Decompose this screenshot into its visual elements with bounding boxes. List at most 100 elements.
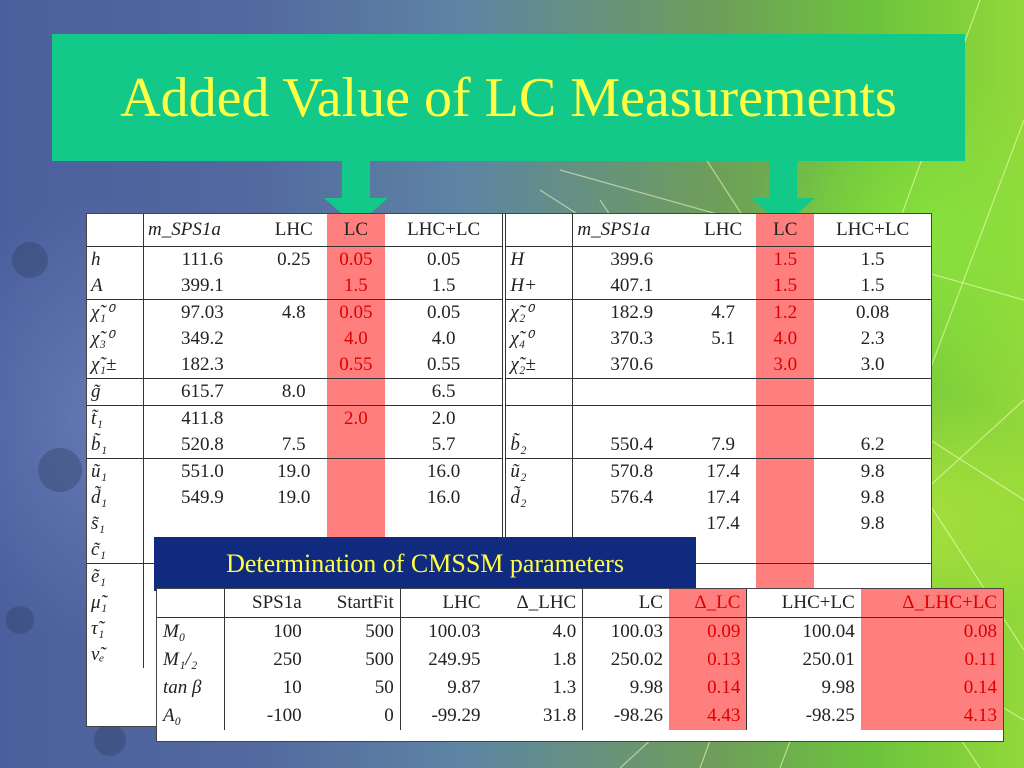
table-cell: 250 xyxy=(224,646,308,674)
table-cell xyxy=(142,511,261,537)
table-cell: 9.8 xyxy=(860,513,885,534)
table-cell: 549.9 xyxy=(142,485,261,511)
table-cell xyxy=(814,378,931,406)
table-cell xyxy=(690,273,756,300)
parameter-label: tan β xyxy=(163,677,202,698)
table-cell: 4.0 xyxy=(431,328,456,349)
table-cell: 349.2 xyxy=(142,326,261,352)
particle-label: χ̃₃⁰ xyxy=(91,328,114,349)
particle-label: s̃₁ xyxy=(91,513,105,534)
particle-label: μ̃₁ xyxy=(91,592,108,613)
table-cell: 2.0 xyxy=(384,405,505,432)
table-row: M₁/₂ 250 500 249.95 1.8 250.02 0.13 250.01 0.11 xyxy=(157,646,1003,674)
table-cell: 9.98 xyxy=(746,674,861,702)
particle-label: χ̃₁⁰ xyxy=(87,299,144,326)
column-header: LHC xyxy=(274,219,313,240)
table-cell: 3.0 xyxy=(860,354,885,375)
table-cell: 407.1 xyxy=(572,273,691,300)
table-cell xyxy=(756,485,815,511)
table-cell: 249.95 xyxy=(399,646,487,674)
table-cell: 97.03 xyxy=(142,299,261,326)
table-row: χ̃₁⁰ 97.03 4.8 0.05 0.05 χ̃₂⁰ 182.9 4.7 1.2 0.08 xyxy=(87,299,931,326)
table-cell xyxy=(572,511,691,537)
table-cell: 7.5 xyxy=(281,434,306,455)
table-cell xyxy=(326,485,385,511)
table-header-row: SPS1a StartFit LHC Δ_LHC LC Δ_LC LHC+LC … xyxy=(157,589,1003,618)
particle-label: c̃₁ xyxy=(91,539,107,560)
particle-label: H+ xyxy=(502,273,573,300)
table-cell: 16.0 xyxy=(384,458,505,485)
table-cell xyxy=(690,405,757,432)
table-cell: 500 xyxy=(365,649,394,670)
table-cell: 2.0 xyxy=(326,405,385,432)
table-cell xyxy=(756,563,815,590)
table-row: ũ₁ 551.0 19.0 16.0 ũ₂ 570.8 17.4 9.8 xyxy=(87,458,931,485)
arrow-down-icon xyxy=(751,160,815,226)
table-cell xyxy=(261,273,327,300)
table-cell: 0.14 xyxy=(860,674,1003,702)
table-row: s̃₁ 17.4 9.8 xyxy=(87,511,931,537)
table-cell: 1.5 xyxy=(326,273,385,300)
table-cell: 17.4 xyxy=(690,458,757,485)
particle-label: ũ₁ xyxy=(87,458,144,485)
table-cell: 0.11 xyxy=(860,646,1003,674)
table-row: g̃ 615.7 8.0 6.5 xyxy=(87,378,931,406)
table-cell: 8.0 xyxy=(260,378,327,406)
table-cell: 0.05 xyxy=(384,299,505,326)
table-cell: 6.5 xyxy=(384,378,505,406)
table-cell: 100.04 xyxy=(746,617,861,646)
table-cell: 111.6 xyxy=(142,246,261,273)
table-cell: 1.5 xyxy=(431,275,456,296)
table-cell: 1.3 xyxy=(552,677,577,698)
parameter-label: M₀ xyxy=(157,617,225,646)
table-cell xyxy=(572,405,691,432)
table-cell: -98.26 xyxy=(582,702,669,730)
table-cell: 1.5 xyxy=(860,275,885,296)
table-cell: 5.7 xyxy=(431,434,456,455)
table-cell: 250.01 xyxy=(746,646,861,674)
particle-label: ẽ₁ xyxy=(87,563,144,590)
table-row: M₀ 100 500 100.03 4.0 100.03 0.09 100.04 0.08 xyxy=(157,617,1003,646)
column-header: Δ_LC xyxy=(668,589,747,618)
table-cell: 370.6 xyxy=(572,352,691,379)
particle-label: ν̃ₑ xyxy=(91,644,105,665)
table-row: A 399.1 1.5 1.5 H+ 407.1 1.5 1.5 xyxy=(87,273,931,300)
table-cell: 9.98 xyxy=(582,674,669,702)
particle-label: τ̃₁ xyxy=(91,618,105,639)
table-cell: 0.55 xyxy=(326,352,385,379)
table-row: A₀ -100 0 -99.29 31.8 -98.26 4.43 -98.25 4.13 xyxy=(157,702,1003,730)
column-header: m_SPS1a xyxy=(142,214,261,247)
title-box: Added Value of LC Measurements xyxy=(52,34,965,161)
table-cell: 100 xyxy=(224,617,308,646)
table-cell xyxy=(690,352,756,379)
table-row: χ̃₁± 182.3 0.55 0.55 χ̃₂± 370.6 3.0 3.0 xyxy=(87,352,931,379)
table-row: d̃₁ 549.9 19.0 16.0 d̃₂ 576.4 17.4 9.8 xyxy=(87,485,931,511)
table-cell: 0.09 xyxy=(668,617,747,646)
table-cell: 0.05 xyxy=(326,299,385,326)
table-cell: 520.8 xyxy=(142,432,261,459)
table-cell: 370.3 xyxy=(572,326,691,352)
particle-label xyxy=(502,511,573,537)
table-cell xyxy=(756,537,815,564)
table-cell xyxy=(690,563,757,590)
column-header: LC xyxy=(756,214,815,247)
caption-box: Determination of CMSSM parameters xyxy=(154,537,696,591)
table-cell: 4.8 xyxy=(260,299,327,326)
table-cell xyxy=(814,537,931,564)
column-header: m_SPS1a xyxy=(572,214,691,247)
particle-label: χ̃₄⁰ xyxy=(502,326,573,352)
table-cell: 399.1 xyxy=(142,273,261,300)
table-cell: 250.02 xyxy=(582,646,669,674)
table-cell: 9.8 xyxy=(814,458,931,485)
column-header: Δ_LHC xyxy=(516,592,577,613)
table-cell: 500 xyxy=(307,617,401,646)
table-header-row: m_SPS1a LHC LC LHC+LC m_SPS1a LHC LC LHC… xyxy=(87,214,931,247)
table-cell: 100.03 xyxy=(582,617,669,646)
table-cell xyxy=(326,458,385,485)
arrow-down-icon xyxy=(324,160,388,226)
table-cell: 0.25 xyxy=(260,246,327,273)
table-cell xyxy=(814,405,931,432)
table-cell: 4.0 xyxy=(486,617,583,646)
table-cell xyxy=(261,352,327,379)
table-cell: 7.9 xyxy=(711,434,736,455)
